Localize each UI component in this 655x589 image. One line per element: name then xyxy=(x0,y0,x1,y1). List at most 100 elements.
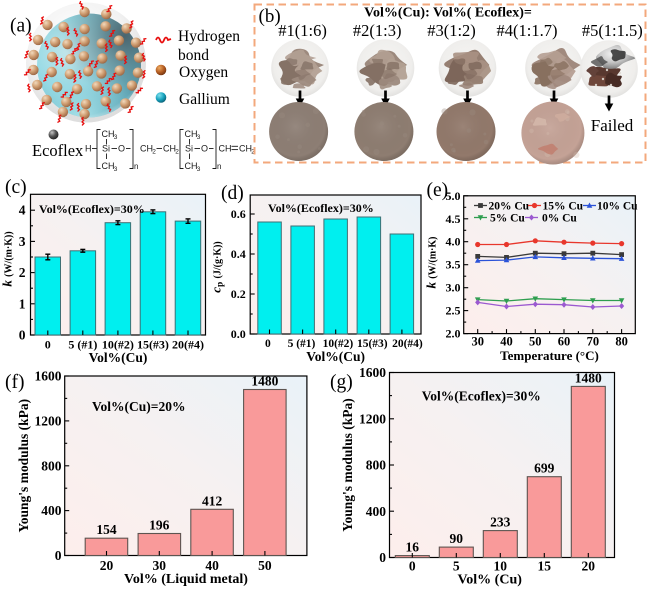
svg-text:10(#2): 10(#2) xyxy=(102,338,134,352)
svg-text:1480: 1480 xyxy=(251,373,278,388)
svg-text:Vol%(Ecoflex)=30%: Vol%(Ecoflex)=30% xyxy=(39,202,145,216)
svg-text:5 (#1): 5 (#1) xyxy=(68,338,97,352)
svg-text:Gallium: Gallium xyxy=(179,91,230,108)
svg-text:1600: 1600 xyxy=(35,369,62,384)
svg-text:400: 400 xyxy=(41,503,62,518)
svg-text:CH: CH xyxy=(102,161,115,171)
svg-text:0: 0 xyxy=(55,548,62,563)
svg-text:(e): (e) xyxy=(427,180,449,201)
svg-text:2.0: 2.0 xyxy=(446,327,461,341)
svg-text:699: 699 xyxy=(534,461,555,476)
svg-text:50: 50 xyxy=(258,558,272,573)
svg-text:Vol% (Liquid metal): Vol% (Liquid metal) xyxy=(124,572,248,587)
svg-text:k (W/(m·K): k (W/(m·K) xyxy=(424,237,439,289)
svg-text:k (W/(m·K)): k (W/(m·K)) xyxy=(0,231,15,286)
svg-text:20(#4): 20(#4) xyxy=(392,338,423,350)
svg-text:20(#4): 20(#4) xyxy=(172,338,204,352)
svg-text:0.4: 0.4 xyxy=(231,247,246,261)
svg-text:0.2: 0.2 xyxy=(231,287,246,301)
svg-text:Si: Si xyxy=(102,144,110,154)
svg-text:4.0: 4.0 xyxy=(446,235,461,249)
svg-text:0.0: 0.0 xyxy=(231,327,246,341)
svg-text:bond: bond xyxy=(178,47,209,64)
svg-text:1: 1 xyxy=(19,296,26,311)
svg-text:Vol%(Ecoflex)=30%: Vol%(Ecoflex)=30% xyxy=(422,389,541,404)
svg-text:0.6: 0.6 xyxy=(231,207,246,221)
svg-text:800: 800 xyxy=(366,458,387,473)
svg-text:50: 50 xyxy=(529,335,542,349)
svg-text:0: 0 xyxy=(379,550,386,565)
svg-text:1480: 1480 xyxy=(575,370,602,385)
svg-text:70: 70 xyxy=(587,335,600,349)
svg-text:5: 5 xyxy=(453,559,460,574)
svg-text:#4(1:1.7): #4(1:1.7) xyxy=(497,21,558,40)
svg-text:30: 30 xyxy=(471,335,484,349)
svg-text:400: 400 xyxy=(366,504,387,519)
svg-text:16: 16 xyxy=(406,540,420,555)
svg-text:90: 90 xyxy=(450,531,464,546)
svg-text:20: 20 xyxy=(100,558,114,573)
svg-text:n: n xyxy=(134,162,138,171)
svg-text:2: 2 xyxy=(19,265,26,280)
svg-text:2: 2 xyxy=(175,149,179,156)
svg-text:CH: CH xyxy=(239,144,252,154)
svg-text:(g): (g) xyxy=(330,372,353,393)
svg-text:3.5: 3.5 xyxy=(446,258,461,272)
svg-text:4.5: 4.5 xyxy=(446,212,461,226)
svg-text:Vol%(Cu): Vol%( Ecoflex)=: Vol%(Cu): Vol%( Ecoflex)= xyxy=(364,6,532,21)
svg-text:Ecoflex: Ecoflex xyxy=(32,141,84,160)
svg-text:20: 20 xyxy=(582,559,596,574)
svg-text:CH: CH xyxy=(219,144,232,154)
svg-text:Vol%(Cu)=20%: Vol%(Cu)=20% xyxy=(92,399,185,414)
svg-text:20% Cu: 20% Cu xyxy=(489,201,530,213)
svg-text:5.0: 5.0 xyxy=(446,189,461,203)
svg-text:0: 0 xyxy=(409,559,416,574)
svg-text:#2(1:3): #2(1:3) xyxy=(353,21,402,40)
svg-text:Vol%(Ecoflex)=30%: Vol%(Ecoflex)=30% xyxy=(268,201,374,215)
svg-text:Hydrogen: Hydrogen xyxy=(178,28,240,45)
svg-text:10: 10 xyxy=(494,559,508,574)
svg-text:15: 15 xyxy=(538,559,552,574)
svg-text:3: 3 xyxy=(197,166,201,173)
svg-text:CH: CH xyxy=(185,161,198,171)
svg-text:#5(1:1.5): #5(1:1.5) xyxy=(582,21,643,40)
svg-text:Young's modulus (kPa): Young's modulus (kPa) xyxy=(340,398,355,532)
svg-text:(f): (f) xyxy=(5,372,24,393)
svg-text:154: 154 xyxy=(96,522,117,537)
svg-text:4: 4 xyxy=(19,203,26,218)
svg-text:80: 80 xyxy=(615,335,628,349)
svg-text:3: 3 xyxy=(19,234,26,249)
svg-text:1200: 1200 xyxy=(35,413,62,428)
svg-text:Oxygen: Oxygen xyxy=(179,64,228,81)
svg-text:2.5: 2.5 xyxy=(446,304,461,318)
svg-text:196: 196 xyxy=(149,518,170,533)
svg-text:800: 800 xyxy=(41,458,62,473)
svg-text:15% Cu: 15% Cu xyxy=(543,201,584,213)
svg-text:Failed: Failed xyxy=(591,116,634,135)
svg-text:0: 0 xyxy=(265,338,271,350)
svg-text:Si: Si xyxy=(185,144,193,154)
svg-text:Vol% (Cu): Vol% (Cu) xyxy=(457,573,522,588)
svg-text:10(#2): 10(#2) xyxy=(323,338,354,350)
svg-text:#3(1:2): #3(1:2) xyxy=(427,21,476,40)
svg-text:0: 0 xyxy=(45,338,51,352)
svg-text:n: n xyxy=(217,162,221,171)
svg-text:3: 3 xyxy=(114,134,118,141)
svg-text:Vol%(Cu): Vol%(Cu) xyxy=(89,350,148,365)
svg-text:0: 0 xyxy=(19,328,26,343)
svg-text:(a): (a) xyxy=(10,16,32,37)
svg-text:30: 30 xyxy=(153,558,167,573)
svg-text:Young's modulus (kPa): Young's modulus (kPa) xyxy=(16,399,31,533)
svg-text:(c): (c) xyxy=(5,177,27,198)
svg-text:15(#3): 15(#3) xyxy=(357,338,388,350)
svg-text:O: O xyxy=(118,144,125,154)
svg-text:10% Cu: 10% Cu xyxy=(597,201,638,213)
svg-text:#1(1:6): #1(1:6) xyxy=(278,21,327,40)
svg-text:60: 60 xyxy=(558,335,571,349)
svg-text:3.0: 3.0 xyxy=(446,281,461,295)
svg-text:233: 233 xyxy=(490,515,511,530)
svg-text:(d): (d) xyxy=(221,183,244,204)
svg-text:CH: CH xyxy=(185,129,198,139)
svg-text:1200: 1200 xyxy=(359,411,386,426)
svg-text:0% Cu: 0% Cu xyxy=(542,213,577,225)
